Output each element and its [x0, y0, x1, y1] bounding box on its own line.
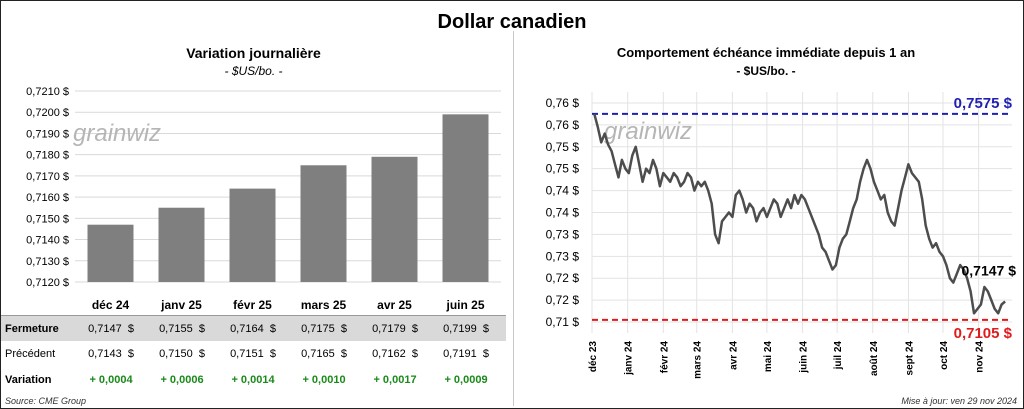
- left-chart-subtitle: - $US/bo. -: [224, 64, 283, 78]
- page-title: Dollar canadien: [437, 11, 587, 33]
- row-label: Précédent: [5, 348, 56, 360]
- y-tick-label: 0,71 $: [546, 315, 580, 329]
- x-tick-label: mars 25: [301, 298, 347, 312]
- table-cell: 0,7191 $: [443, 348, 489, 360]
- left-bars: [87, 114, 489, 282]
- x-tick-label: déc 23: [588, 341, 599, 373]
- y-tick-label: 0,7170 $: [26, 171, 69, 183]
- left-x-axis: déc 24 janv 25 févr 25 mars 25 avr 25 juin 25: [92, 298, 485, 312]
- y-tick-label: 0,73 $: [546, 227, 580, 241]
- panel-divider: [513, 31, 514, 406]
- y-tick-label: 0,7180 $: [26, 150, 69, 162]
- x-tick-label: août 24: [869, 341, 880, 376]
- table-row: Précédent 0,7143 $ 0,7150 $ 0,7151 $ 0,7165 …: [1, 341, 506, 367]
- x-tick-label: mai 24: [763, 341, 774, 373]
- table-cell: 0,7151 $: [230, 348, 276, 360]
- row-label: Variation: [5, 374, 52, 386]
- x-tick-label: juin 24: [799, 341, 810, 374]
- reference-label: 0,7575 $: [954, 95, 1013, 112]
- left-bar-chart: grainwiz 0,7120 $ 0,7130 $ 0,7140 $ 0,7150 …: [26, 86, 501, 312]
- series-line: [593, 113, 1006, 315]
- right-grid: [591, 92, 1012, 333]
- table-cell: 0,7164 $: [230, 323, 276, 335]
- y-tick-label: 0,7160 $: [26, 192, 69, 204]
- x-tick-label: janv 25: [160, 298, 202, 312]
- x-tick-label: nov 24: [975, 341, 986, 373]
- right-chart-title: Comportement échéance immédiate depuis 1…: [616, 45, 916, 60]
- reference-label: 0,7105 $: [954, 325, 1013, 342]
- left-chart-title: Variation journalière: [186, 45, 321, 61]
- table-cell: + 0,0009: [444, 374, 488, 386]
- x-tick-label: févr 25: [233, 298, 272, 312]
- y-tick-label: 0,75 $: [546, 140, 580, 154]
- y-tick-label: 0,7130 $: [26, 256, 69, 268]
- x-tick-label: sept 24: [904, 341, 915, 376]
- bar: [300, 165, 347, 282]
- y-tick-label: 0,7120 $: [26, 277, 69, 289]
- x-tick-label: oct 24: [939, 341, 950, 370]
- y-tick-label: 0,7200 $: [26, 107, 69, 119]
- x-tick-label: mars 24: [693, 341, 704, 379]
- y-tick-label: 0,73 $: [546, 249, 580, 263]
- right-annotations: 0,7575 $ 0,7105 $ 0,7147 $: [954, 95, 1017, 342]
- y-tick-label: 0,75 $: [546, 162, 580, 176]
- table-cell: 0,7150 $: [159, 348, 205, 360]
- y-tick-label: 0,72 $: [546, 271, 580, 285]
- x-tick-label: juin 25: [445, 298, 484, 312]
- table-row: Variation + 0,0004 + 0,0006 + 0,0014 + 0,001…: [1, 367, 506, 393]
- watermark-logo: grainwiz: [604, 118, 692, 145]
- row-label: Fermeture: [5, 323, 59, 335]
- table-cell: + 0,0004: [89, 374, 133, 386]
- y-tick-label: 0,7140 $: [26, 235, 69, 247]
- table-cell: 0,7175 $: [301, 323, 347, 335]
- table-cell: 0,7179 $: [372, 323, 418, 335]
- y-tick-label: 0,74 $: [546, 206, 580, 220]
- y-tick-label: 0,76 $: [546, 96, 580, 110]
- bar: [229, 188, 276, 282]
- x-tick-label: avr 25: [377, 298, 412, 312]
- y-tick-label: 0,7190 $: [26, 128, 69, 140]
- right-chart-subtitle: - $US/bo. -: [736, 64, 796, 78]
- left-data-table: Fermeture 0,7147 $ 0,7155 $ 0,7164 $ 0,7175 …: [1, 315, 506, 395]
- table-cell: 0,7155 $: [159, 323, 205, 335]
- table-cell: + 0,0006: [160, 374, 204, 386]
- table-cell: 0,7143 $: [88, 348, 134, 360]
- y-tick-label: 0,7150 $: [26, 213, 69, 225]
- table-cell: + 0,0017: [373, 374, 417, 386]
- table-cell: + 0,0010: [302, 374, 346, 386]
- watermark-logo: grainwiz: [73, 120, 161, 147]
- y-tick-label: 0,74 $: [546, 184, 580, 198]
- last-value-label: 0,7147 $: [962, 262, 1017, 278]
- x-tick-label: avr 24: [728, 341, 739, 370]
- table-row: Fermeture 0,7147 $ 0,7155 $ 0,7164 $ 0,7175 …: [1, 315, 506, 343]
- right-y-axis: 0,71 $ 0,72 $ 0,72 $ 0,73 $ 0,73 $ 0,74 $ 0,74…: [546, 96, 580, 329]
- bar: [87, 224, 134, 282]
- x-tick-label: févr 24: [659, 341, 670, 374]
- bar: [442, 114, 489, 282]
- table-cell: 0,7199 $: [443, 323, 489, 335]
- update-note: Mise à jour: ven 29 nov 2024: [901, 396, 1017, 406]
- left-grid: [75, 90, 501, 283]
- y-tick-label: 0,76 $: [546, 118, 580, 132]
- left-y-axis: 0,7120 $ 0,7130 $ 0,7140 $ 0,7150 $ 0,7160 $…: [26, 86, 69, 289]
- bar: [371, 156, 418, 282]
- x-tick-label: déc 24: [92, 298, 130, 312]
- y-tick-label: 0,7210 $: [26, 86, 69, 98]
- source-note: Source: CME Group: [5, 396, 87, 406]
- right-x-axis: déc 23 janv 24 févr 24 mars 24 avr 24 mai 24 j…: [588, 341, 986, 379]
- y-tick-label: 0,72 $: [546, 293, 580, 307]
- table-cell: 0,7162 $: [372, 348, 418, 360]
- x-tick-label: juil 24: [833, 341, 844, 371]
- table-cell: 0,7165 $: [301, 348, 347, 360]
- table-cell: + 0,0014: [231, 374, 275, 386]
- table-cell: 0,7147 $: [88, 323, 134, 335]
- right-series: [593, 113, 1006, 315]
- right-line-chart: grainwiz 0,71 $0,72 $0,72 $0,73 $0,73 $0…: [546, 92, 1017, 379]
- bar: [158, 207, 205, 282]
- x-tick-label: janv 24: [624, 341, 635, 376]
- right-reference-lines: [592, 112, 1012, 321]
